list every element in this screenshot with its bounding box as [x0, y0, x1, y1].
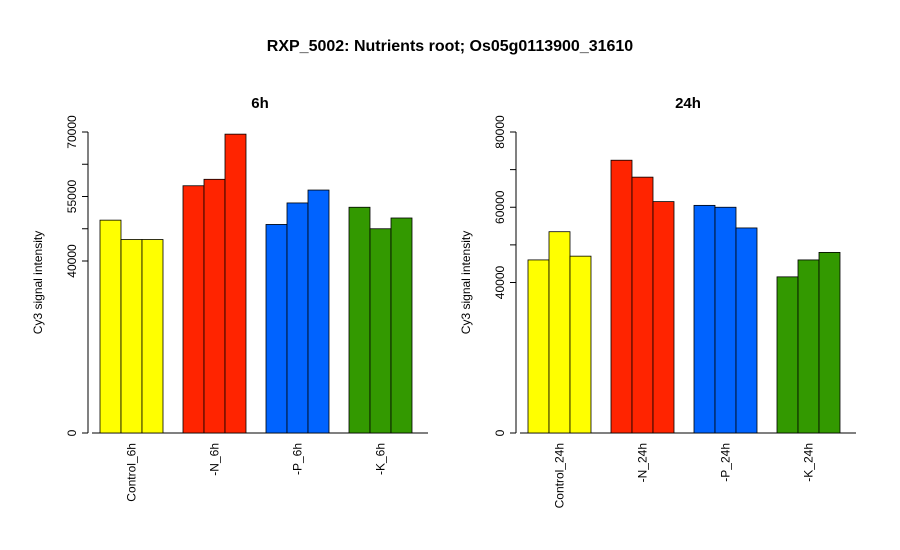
bar — [203, 178, 226, 434]
bar — [548, 231, 571, 434]
bar — [776, 276, 799, 434]
bar — [735, 227, 758, 434]
panel-title: 6h — [251, 95, 269, 112]
bar — [527, 259, 550, 434]
y-axis-label: Cy3 signal intensity — [31, 231, 45, 334]
panel-6h: 6h Cy3 signal intensity 0 40000 55000 70000 Co… — [31, 95, 428, 502]
bar — [99, 219, 122, 434]
y-tick-label: 0 — [493, 429, 507, 436]
bar — [652, 201, 675, 434]
bar — [307, 189, 330, 434]
bar — [693, 204, 716, 434]
x-tick-label: -N_6h — [208, 443, 222, 476]
x-tick-label: -N_24h — [636, 443, 650, 482]
x-tick-label: -K_24h — [802, 443, 816, 482]
bar — [569, 255, 592, 434]
bar — [286, 202, 309, 434]
bar — [182, 185, 205, 434]
bar — [348, 206, 371, 434]
bar — [369, 228, 392, 434]
x-tick-label: Control_6h — [125, 443, 139, 502]
bar — [224, 133, 247, 434]
y-tick-label: 80000 — [493, 115, 507, 149]
bar — [610, 159, 633, 434]
bar — [265, 224, 288, 434]
y-tick-label: 60000 — [493, 190, 507, 224]
y-tick-label: 40000 — [493, 265, 507, 299]
x-tick-label: -P_24h — [719, 443, 733, 482]
main-title: RXP_5002: Nutrients root; Os05g0113900_3… — [266, 38, 634, 55]
bar — [818, 251, 841, 434]
panel-title: 24h — [675, 95, 701, 112]
bar — [631, 176, 654, 434]
y-tick-label: 70000 — [65, 115, 79, 149]
y-tick-label: 0 — [65, 429, 79, 436]
bar — [141, 239, 164, 434]
bar — [120, 239, 143, 434]
y-tick-label: 40000 — [65, 244, 79, 278]
y-tick-label: 55000 — [65, 179, 79, 213]
y-axis-label: Cy3 signal intensity — [459, 231, 473, 334]
x-tick-label: Control_24h — [553, 443, 567, 508]
x-tick-label: -K_6h — [374, 443, 388, 475]
x-tick-label: -P_6h — [291, 443, 305, 475]
panel-24h: 24h Cy3 signal intensity 0 40000 60000 80000 C… — [459, 95, 856, 508]
bar — [714, 206, 737, 434]
bar — [390, 217, 413, 434]
bar — [797, 259, 820, 434]
